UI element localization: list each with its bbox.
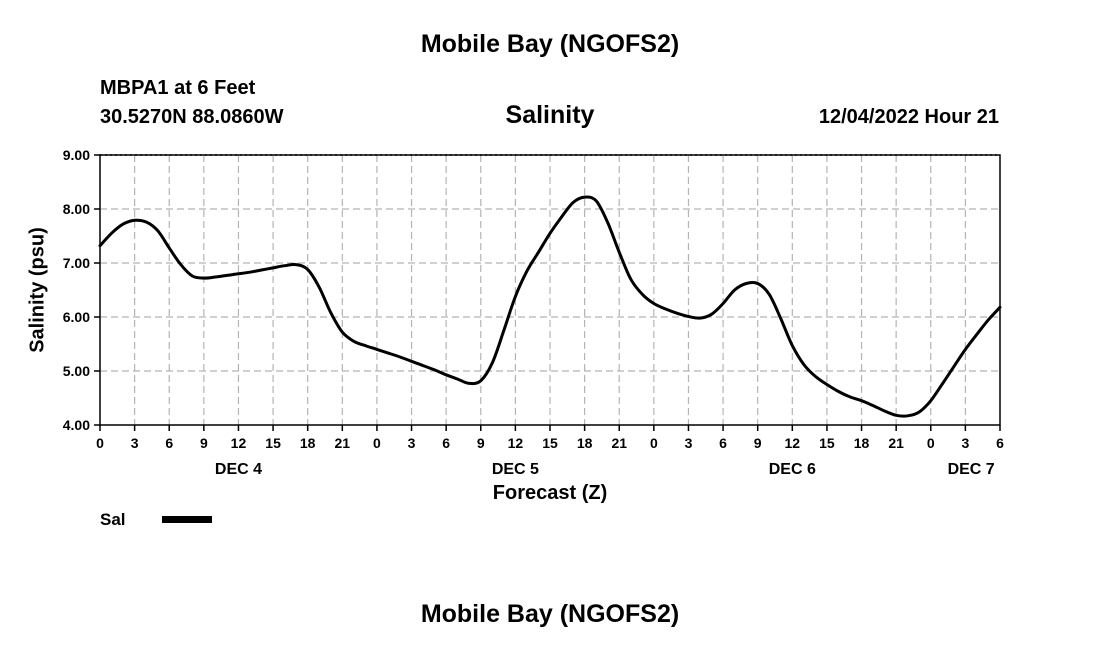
x-axis-label: Forecast (Z) [492,482,608,504]
series-line-sal [98,195,1002,418]
x-tick-label: 15 [542,435,558,451]
legend-label: Sal [100,510,126,529]
x-tick-label: 9 [754,435,762,451]
chart-labels: 4.00 5.00 6.00 7.00 8.00 9.00 0 3 6 9 12 15 18 21 0 3 6 9… [63,147,1004,478]
x-tick-label: 6 [165,435,173,451]
x-tick-label: 15 [819,435,835,451]
x-date-label: DEC 7 [948,461,995,478]
chart-grid [100,155,1000,425]
page-title-top: Mobile Bay (NGOFS2) [420,30,680,58]
chart-title: Salinity [505,101,595,129]
x-tick-label: 6 [442,435,450,451]
x-tick-label: 9 [200,435,208,451]
x-tick-label: 21 [611,435,627,451]
x-date-label: DEC 4 [215,461,262,478]
x-tick-label: 18 [854,435,870,451]
x-tick-label: 0 [373,435,381,451]
x-tick-label: 3 [131,435,139,451]
x-tick-label: 6 [996,435,1004,451]
x-date-label: DEC 5 [492,461,539,478]
y-tick-label: 5.00 [63,363,90,379]
y-tick-label: 9.00 [63,147,90,163]
chart-axes [94,154,1001,431]
coordinates-label: 30.5270N 88.0860W [100,106,284,128]
station-label: MBPA1 at 6 Feet [100,77,256,99]
page-title-bottom: Mobile Bay (NGOFS2) [420,600,680,628]
x-date-label: DEC 6 [769,461,816,478]
x-tick-label: 0 [650,435,658,451]
x-tick-label: 9 [477,435,485,451]
x-tick-label: 3 [685,435,693,451]
x-tick-label: 0 [927,435,935,451]
x-tick-label: 3 [408,435,416,451]
x-tick-label: 15 [265,435,281,451]
x-tick-label: 6 [719,435,727,451]
y-tick-label: 8.00 [63,201,90,217]
y-tick-label: 6.00 [63,309,90,325]
chart-series [98,195,1002,418]
x-tick-label: 12 [508,435,524,451]
y-tick-label: 4.00 [63,417,90,433]
x-tick-label: 12 [785,435,801,451]
y-axis-label: Salinity (psu) [26,227,49,353]
forecast-time-label: 12/04/2022 Hour 21 [818,106,999,128]
x-tick-label: 0 [96,435,104,451]
plot-frame [99,154,1001,426]
x-tick-label: 21 [335,435,351,451]
x-tick-label: 18 [577,435,593,451]
y-tick-label: 7.00 [63,255,90,271]
x-tick-label: 12 [231,435,247,451]
x-tick-label: 18 [300,435,316,451]
x-tick-label: 21 [888,435,904,451]
x-tick-label: 3 [961,435,969,451]
legend-line-swatch [162,516,212,523]
